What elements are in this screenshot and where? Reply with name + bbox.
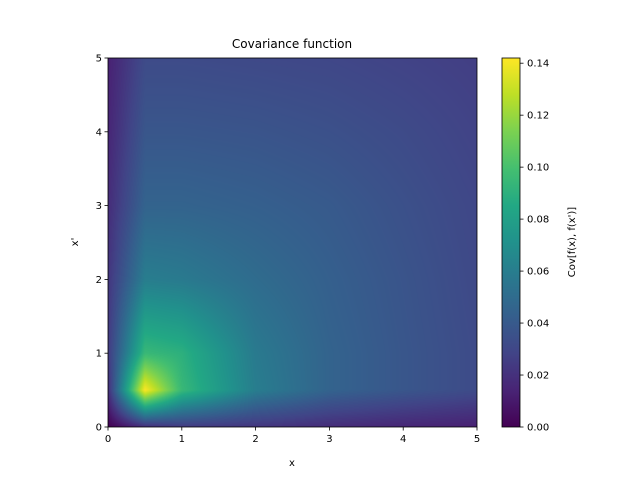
colorbar-tick-label: 0.06	[527, 267, 549, 278]
colorbar-frame	[501, 57, 521, 428]
colorbar	[502, 58, 520, 427]
heatmap-area	[108, 58, 477, 427]
colorbar-tick-label: 0.10	[527, 163, 549, 174]
y-tick-label: 3	[96, 201, 102, 212]
x-tick-label: 1	[179, 434, 185, 445]
x-tick-label: 0	[105, 434, 111, 445]
colorbar-tick-label: 0.12	[527, 111, 549, 122]
y-tick-label: 0	[96, 423, 102, 434]
colorbar-tick-label: 0.08	[527, 215, 549, 226]
heatmap-canvas	[108, 58, 477, 427]
y-tick-label: 5	[96, 54, 102, 65]
x-tick-label: 5	[474, 434, 480, 445]
x-axis: 0 1 2 3 4 5	[105, 427, 480, 445]
chart-title: Covariance function	[232, 37, 352, 51]
x-axis-label: x	[289, 458, 295, 469]
y-tick-label: 2	[96, 275, 102, 286]
colorbar-axis: 0.00 0.02 0.04 0.06 0.08 0.10 0.12 0.14	[520, 59, 549, 434]
x-tick-label: 2	[252, 434, 258, 445]
colorbar-tick-label: 0.02	[527, 371, 549, 382]
x-tick-label: 4	[400, 434, 406, 445]
colorbar-tick-label: 0.00	[527, 423, 549, 434]
colorbar-tick-label: 0.14	[527, 59, 549, 70]
colorbar-tick-label: 0.04	[527, 319, 549, 330]
x-tick-label: 3	[326, 434, 332, 445]
plot-frame	[107, 57, 478, 428]
y-tick-label: 1	[96, 349, 102, 360]
y-tick-label: 4	[96, 127, 102, 138]
y-axis: 0 1 2 3 4 5	[96, 54, 108, 434]
colorbar-label: Cov[f(x), f(x')]	[567, 207, 578, 278]
y-axis-label: x'	[70, 238, 81, 247]
